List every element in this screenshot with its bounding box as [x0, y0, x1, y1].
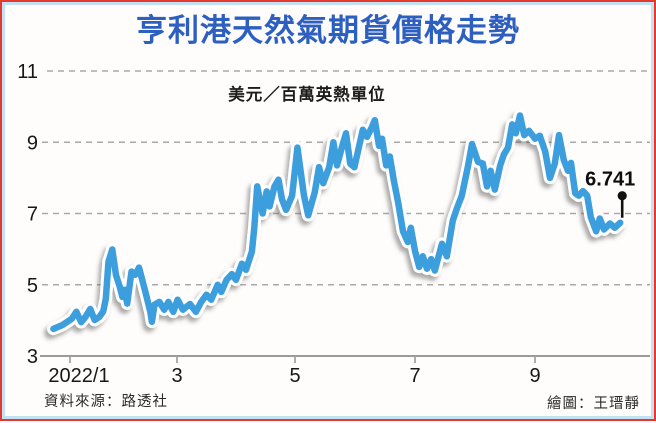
- y-tick-label-5: 5: [27, 275, 38, 297]
- source-label: 資料來源：路透社: [44, 394, 168, 410]
- price-line-group: [47, 109, 627, 336]
- credit-label: 繪圖：王瑨靜: [547, 396, 640, 412]
- y-tick-label-7: 7: [27, 204, 38, 226]
- unit-label: 美元／百萬英熱單位: [228, 86, 386, 104]
- x-tick-label-7: 7: [409, 365, 420, 387]
- end-marker-dot: [617, 191, 627, 201]
- end-value-label: 6.741: [585, 169, 635, 191]
- x-tick-label-9: 9: [529, 365, 540, 387]
- x-tick-label-3: 3: [171, 365, 182, 387]
- price-line: [50, 112, 624, 333]
- inner-border: [2, 2, 654, 419]
- y-tick-label-3: 3: [27, 346, 38, 368]
- y-tick-label-11: 11: [17, 61, 38, 83]
- x-tick-label-5: 5: [289, 365, 300, 387]
- x-tick-label-1: 2022/1: [48, 365, 109, 387]
- y-tick-label-9: 9: [27, 132, 38, 154]
- page-title: 亨利港天然氣期貨價格走勢: [136, 13, 520, 48]
